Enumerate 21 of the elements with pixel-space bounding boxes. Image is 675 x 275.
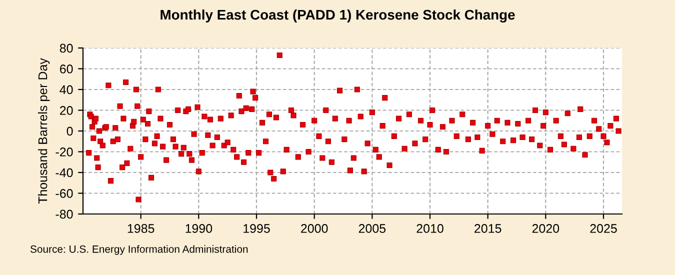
- y-tick-label: -60: [56, 189, 73, 198]
- x-tick-label: 1985: [128, 224, 154, 233]
- y-tick-label: 60: [60, 64, 73, 74]
- y-tick-label: 0: [66, 126, 73, 136]
- y-tick-label: -20: [56, 148, 73, 156]
- x-tick-label: 2025: [590, 224, 617, 233]
- x-tick-label: 2015: [474, 224, 502, 233]
- y-tick-label: -40: [56, 168, 73, 178]
- y-tick-label: 20: [60, 106, 73, 115]
- x-tick-label: 2010: [416, 224, 444, 233]
- x-tick-label: 2005: [358, 224, 386, 233]
- y-tick-label: 80: [60, 44, 73, 53]
- y-tick-label: 40: [60, 85, 73, 94]
- x-tick-label: 1990: [186, 224, 212, 233]
- y-axis-title: Thousand Barrels per Day: [38, 58, 50, 204]
- chart-title: Monthly East Coast (PADD 1) Kerosene Stock Change: [160, 9, 515, 23]
- x-tick-label: 1995: [244, 224, 270, 233]
- source-note: Source: U.S. Energy Information Administration: [30, 245, 248, 255]
- x-tick-label: 2020: [532, 224, 560, 233]
- y-tick-label: -80: [56, 210, 73, 219]
- x-tick-label: 2000: [301, 224, 328, 233]
